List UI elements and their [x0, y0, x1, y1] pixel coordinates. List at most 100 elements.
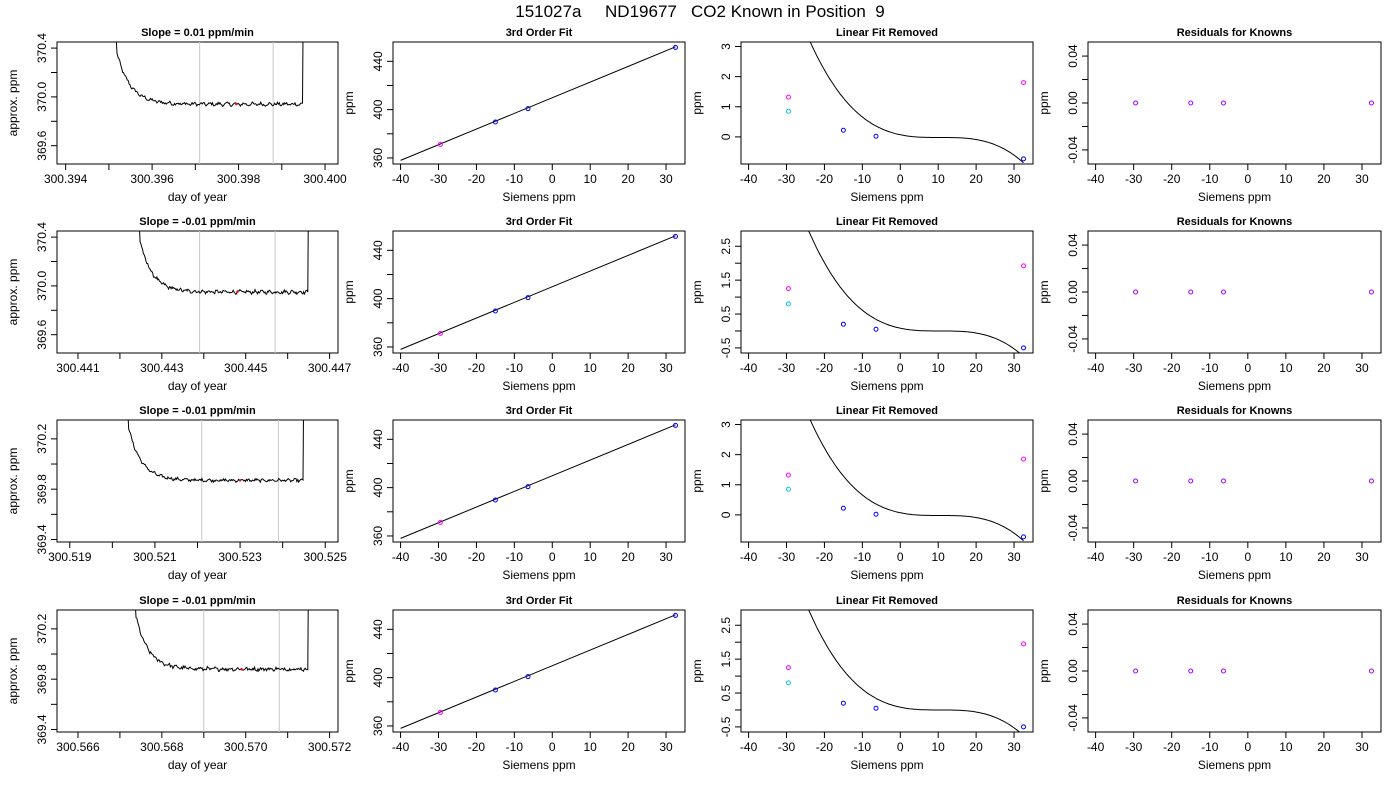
x-axis-label: Siemens ppm	[502, 568, 575, 582]
x-tick-label: 0	[549, 172, 556, 186]
x-tick-label: 300.570	[224, 740, 268, 754]
y-axis-label: ppm	[690, 280, 704, 303]
data-layer	[139, 231, 309, 353]
y-tick-label: 370.0	[35, 82, 49, 112]
panel-r2-c3: Residuals for Knowns -40 -30 -20 -10 0 10 20 30 S…	[1037, 405, 1382, 582]
panel-title: Slope = 0.01 ppm/min	[141, 27, 254, 39]
y-axis-label: ppm	[342, 91, 356, 114]
residual-fit-curve	[809, 420, 1024, 542]
panel-r0-c1: 3rd Order Fit -40 -30 -20 -10 0 10 20 30 Siemens …	[342, 27, 686, 204]
x-tick-label: -40	[392, 361, 410, 375]
panel-title: Residuals for Knowns	[1177, 405, 1293, 417]
y-tick-label: 370.0	[35, 271, 49, 301]
data-point	[840, 127, 846, 133]
x-tick-label: 30	[1007, 172, 1021, 186]
x-axis-label: Siemens ppm	[850, 758, 923, 772]
data-point	[437, 709, 443, 715]
x-axis-label: Siemens ppm	[502, 379, 575, 393]
data-point	[1021, 156, 1027, 162]
y-tick-label: -0.5	[719, 337, 733, 358]
x-tick-label: -40	[1087, 172, 1105, 186]
panel-title: Linear Fit Removed	[836, 27, 938, 39]
y-axis-label: ppm	[690, 469, 704, 492]
x-tick-label: 20	[969, 361, 983, 375]
x-tick-label: -30	[778, 550, 796, 564]
y-tick-label: 400	[371, 477, 385, 497]
panel-title: Linear Fit Removed	[836, 405, 938, 417]
x-tick-label: -30	[778, 172, 796, 186]
x-tick-label: 0	[549, 550, 556, 564]
x-tick-label: 10	[1279, 361, 1293, 375]
x-tick-label: 30	[1007, 550, 1021, 564]
y-tick-label: 360	[371, 148, 385, 168]
x-tick-label: -20	[816, 740, 834, 754]
x-tick-label: -10	[854, 740, 872, 754]
data-point	[525, 106, 531, 112]
panel-title: Residuals for Knowns	[1177, 216, 1293, 228]
data-layer	[785, 610, 1027, 732]
x-tick-label: -10	[506, 172, 524, 186]
plot-frame	[392, 419, 686, 543]
x-tick-label: 20	[621, 172, 635, 186]
y-tick-label: 0.00	[1066, 659, 1080, 683]
x-tick-label: 0	[1244, 172, 1251, 186]
x-tick-label: 300.398	[217, 172, 261, 186]
x-tick-label: -30	[1125, 172, 1143, 186]
data-point	[492, 497, 498, 503]
x-tick-label: -20	[816, 172, 834, 186]
data-point	[1133, 668, 1139, 674]
x-tick-label: 10	[1279, 172, 1293, 186]
y-tick-label: 0	[719, 133, 733, 140]
data-layer	[400, 612, 679, 729]
x-tick-label: 300.445	[224, 361, 268, 375]
x-tick-label: -10	[506, 550, 524, 564]
x-tick-label: 30	[659, 361, 673, 375]
plot-frame	[392, 609, 686, 733]
panel-r0-c0: Slope = 0.01 ppm/min 300.394 300.396 300.39…	[6, 27, 347, 204]
x-tick-label: -10	[854, 550, 872, 564]
y-tick-label: 370.2	[35, 614, 49, 644]
data-point	[1021, 724, 1027, 730]
x-axis-label: Siemens ppm	[502, 190, 575, 204]
x-tick-label: 300.394	[44, 172, 88, 186]
data-point	[785, 286, 791, 292]
y-axis-label: ppm	[342, 280, 356, 303]
x-tick-label: 10	[1279, 740, 1293, 754]
data-point	[1368, 478, 1374, 484]
y-tick-label: 0.5	[719, 305, 733, 322]
y-tick-label: 440	[371, 51, 385, 71]
x-tick-label: -20	[816, 361, 834, 375]
y-tick-label: 360	[371, 337, 385, 357]
plot-frame	[1087, 609, 1382, 733]
x-tick-label: -40	[1087, 361, 1105, 375]
mean-marker	[238, 479, 242, 482]
x-tick-label: -30	[1125, 361, 1143, 375]
x-axis-label: day of year	[168, 379, 227, 393]
x-axis-label: Siemens ppm	[1198, 379, 1271, 393]
residual-fit-curve	[809, 42, 1024, 164]
x-tick-label: 0	[549, 361, 556, 375]
data-point	[492, 308, 498, 314]
x-tick-label: 20	[969, 740, 983, 754]
y-tick-label: 369.8	[35, 664, 49, 694]
panel-title: Slope = -0.01 ppm/min	[139, 595, 256, 607]
data-point	[840, 505, 846, 511]
x-tick-label: -30	[430, 740, 448, 754]
fit-curve	[400, 424, 676, 539]
x-tick-label: 30	[1355, 740, 1369, 754]
panel-r2-c0: Slope = -0.01 ppm/min 300.519 300.521 300.5…	[6, 405, 347, 582]
x-tick-label: 30	[1007, 361, 1021, 375]
x-axis-label: Siemens ppm	[1198, 568, 1271, 582]
data-point	[1368, 668, 1374, 674]
y-axis-label: ppm	[690, 91, 704, 114]
y-axis-label: approx. ppm	[6, 448, 20, 515]
data-point	[1021, 345, 1027, 351]
concentration-trace	[115, 42, 304, 108]
x-tick-label: 10	[584, 172, 598, 186]
y-tick-label: -0.04	[1066, 704, 1080, 732]
x-tick-label: 0	[897, 172, 904, 186]
panel-r2-c1: 3rd Order Fit -40 -30 -20 -10 0 10 20 30 Siemens …	[342, 405, 686, 582]
y-tick-label: 369.6	[35, 319, 49, 349]
data-point	[1021, 263, 1027, 269]
x-tick-label: 20	[621, 361, 635, 375]
